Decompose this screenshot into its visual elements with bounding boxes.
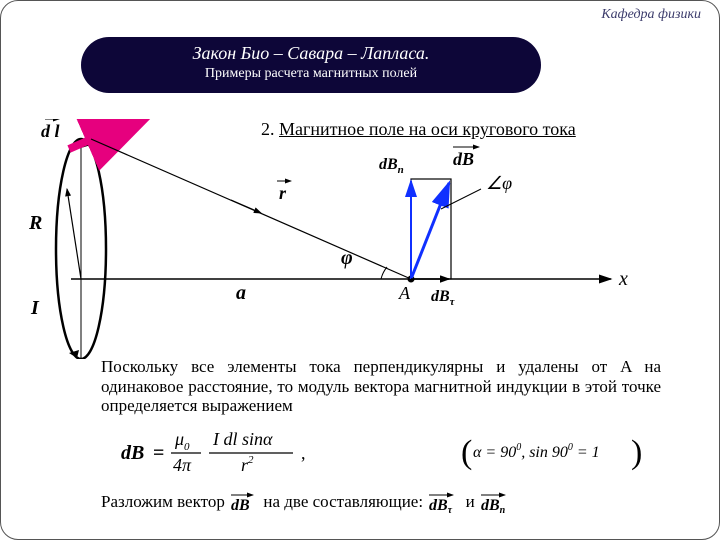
radius-R — [67, 189, 81, 279]
x-axis-label: x — [618, 268, 628, 290]
physics-diagram: x R I d l r a φ — [11, 119, 651, 359]
svg-text:dBn: dBn — [481, 497, 506, 513]
rparen: ) — [631, 434, 642, 471]
mu0-num: μ0 — [174, 429, 190, 453]
label-phi: φ — [341, 247, 353, 269]
paragraph-1: Поскольку все элементы тока перпендикуля… — [101, 357, 661, 416]
svg-text:dB: dB — [453, 149, 474, 169]
phi-arc — [381, 267, 387, 279]
label-dBt: dBτ — [431, 288, 456, 308]
r-arrow — [231, 200, 261, 213]
svg-text:dB: dB — [231, 497, 250, 513]
inline-dB: dB — [229, 491, 259, 513]
svg-text:r: r — [279, 183, 287, 203]
den-expr: r2 — [241, 454, 254, 475]
para2-and: и — [466, 492, 479, 511]
label-dl: d l — [41, 119, 60, 141]
label-a: a — [236, 282, 246, 304]
title-line2: Примеры расчета магнитных полей — [81, 66, 541, 82]
svg-text:dBτ: dBτ — [429, 497, 453, 513]
formula-lhs: dB — [121, 442, 144, 464]
label-I: I — [30, 297, 40, 319]
label-dBn: dBn — [379, 156, 404, 176]
svg-text:d l: d l — [41, 121, 60, 141]
label-dB: dB — [453, 147, 479, 169]
title-line1: Закон Био – Савара – Лапласа. — [81, 43, 541, 64]
slide-frame: Кафедра физики Закон Био – Савара – Лапл… — [0, 0, 720, 540]
label-angle-phi: ∠φ — [486, 173, 512, 193]
inline-dBn: dBn — [479, 491, 513, 513]
lparen: ( — [461, 434, 472, 471]
comma: , — [301, 443, 306, 463]
inline-dBt: dBτ — [427, 491, 461, 513]
equals-1: = — [153, 442, 164, 464]
num-expr: I dl sinα — [212, 429, 273, 449]
aux-text: α = 900, sin 900 = 1 — [473, 442, 600, 461]
para2-mid: на две составляющие: — [263, 492, 427, 511]
dB-vector — [411, 183, 449, 279]
department-label: Кафедра физики — [601, 7, 701, 23]
title-band: Закон Био – Савара – Лапласа. Примеры ра… — [81, 37, 541, 93]
label-R: R — [28, 212, 42, 234]
label-A: A — [398, 283, 411, 303]
paragraph-2: Разложим вектор dB на две составляющие: … — [101, 491, 661, 513]
formula-row: dB = μ0 4π I dl sinα r2 , ( α = 900, sin… — [101, 425, 661, 479]
para2-pre: Разложим вектор — [101, 492, 229, 511]
label-r: r — [277, 181, 291, 203]
fourpi: 4π — [173, 455, 192, 475]
